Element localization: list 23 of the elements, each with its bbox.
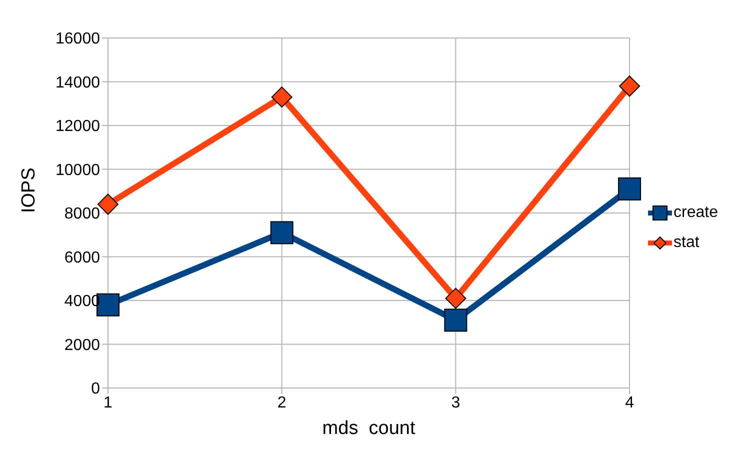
x-tick-label: 2	[277, 394, 286, 412]
point	[444, 308, 468, 332]
y-tick-label: 6000	[64, 249, 100, 266]
x-tick-label: 1	[104, 394, 113, 412]
legend-label: create	[674, 203, 718, 223]
y-tick-label: 8000	[64, 206, 100, 223]
point	[619, 76, 640, 97]
y-axis-title: IOPS	[18, 168, 40, 213]
x-axis-title: mds count	[322, 418, 416, 439]
legend-label: stat	[674, 233, 700, 253]
y-tick-label: 0	[91, 380, 100, 398]
x-tick-label: 4	[625, 394, 634, 412]
y-tick-label: 10000	[56, 162, 100, 179]
point	[271, 86, 292, 108]
y-tick-label: 12000	[56, 118, 100, 136]
y-tick-label: 16000	[56, 30, 100, 48]
y-tick-label: 14000	[56, 74, 100, 92]
point	[618, 177, 642, 200]
y-tick-label: 2000	[64, 336, 100, 354]
point	[98, 194, 118, 215]
x-tick-label: 3	[451, 394, 460, 412]
point	[445, 288, 466, 309]
point	[270, 221, 294, 244]
